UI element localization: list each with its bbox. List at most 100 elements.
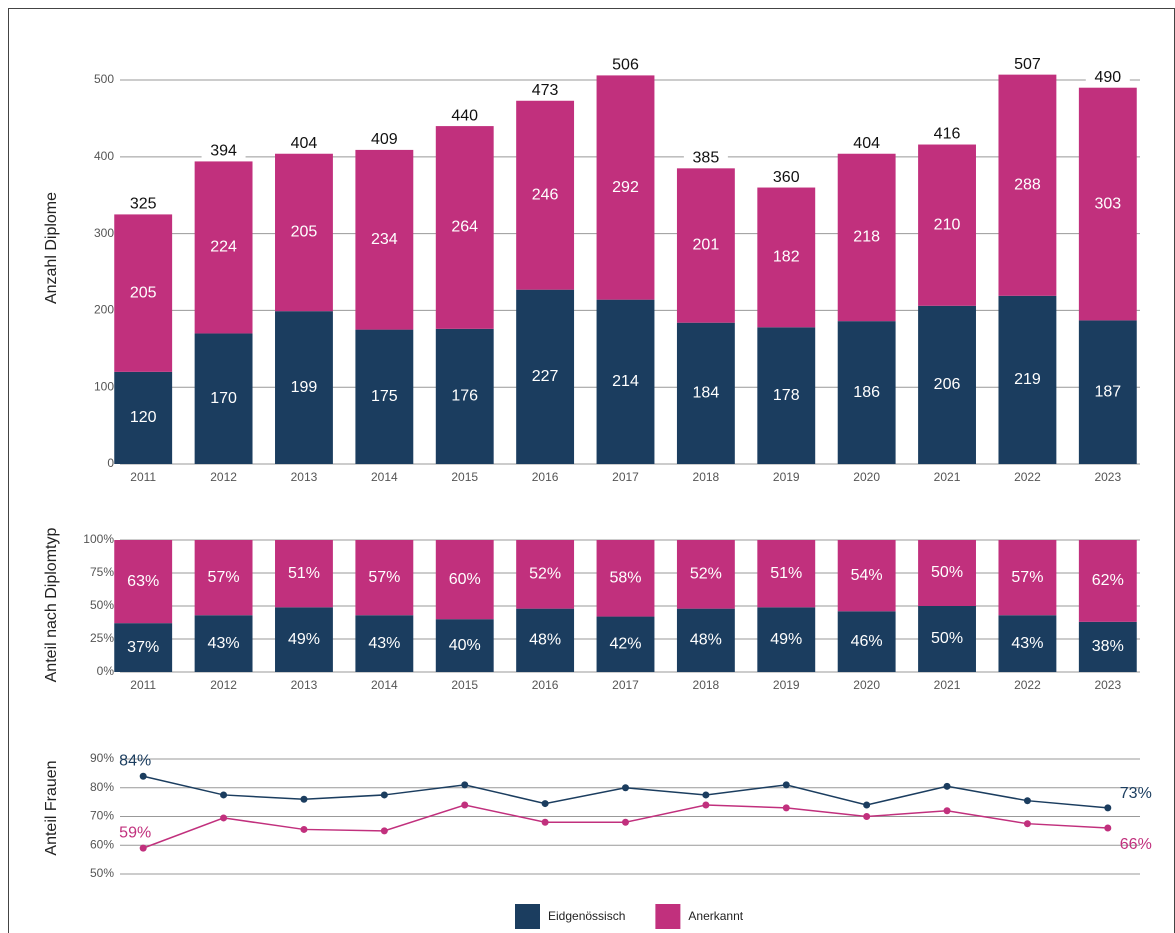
bar-segment [676, 540, 735, 609]
bar-segment [516, 608, 575, 672]
value-label: 264 [451, 219, 478, 236]
value-label: 170 [210, 390, 237, 407]
value-label: 303 [1094, 195, 1121, 212]
bar-segment [596, 75, 655, 300]
y-tick-label: 60% [90, 837, 114, 851]
value-label: 50% [931, 630, 963, 647]
value-label: 43% [208, 635, 240, 652]
x-tick-label: 2015 [451, 470, 478, 484]
value-label: 58% [609, 569, 641, 586]
bar-segment [837, 611, 896, 672]
y-tick-label: 75% [90, 565, 114, 579]
bar-segment [355, 615, 414, 672]
total-label: 506 [612, 57, 639, 74]
y-tick-label: 300 [94, 226, 114, 240]
x-tick-label: 2017 [612, 678, 639, 692]
x-tick-label: 2018 [693, 470, 720, 484]
bar-segment [998, 540, 1057, 616]
value-label: 40% [449, 637, 481, 654]
bar-segment [194, 333, 253, 464]
bar-segment [596, 540, 655, 617]
value-label: 52% [529, 566, 561, 583]
total-label: 360 [773, 169, 800, 186]
value-label: 224 [210, 239, 237, 256]
total-label-bg [764, 168, 809, 187]
value-label: 52% [690, 566, 722, 583]
total-label-bg [201, 142, 246, 161]
value-label: 37% [127, 639, 159, 656]
value-label: 210 [934, 216, 961, 233]
y-axis-label: Anteil nach Diplomtyp [43, 528, 60, 683]
bar-segment [114, 214, 173, 372]
value-label: 62% [1092, 572, 1124, 589]
point [139, 772, 147, 780]
point [863, 813, 871, 820]
value-label: 49% [288, 631, 320, 648]
x-tick-label: 2021 [934, 470, 961, 484]
legend-label: Anerkannt [688, 909, 743, 923]
x-tick-label: 2023 [1094, 678, 1121, 692]
value-label: 199 [291, 379, 318, 396]
y-tick-label: 50% [90, 598, 114, 612]
x-tick-label: 2011 [130, 470, 156, 484]
legend-label: Eidgenössisch [548, 909, 625, 923]
total-label-bg [523, 81, 568, 100]
bar-segment [516, 100, 575, 290]
y-axis-label: Anzahl Diplome [43, 192, 60, 304]
bar-segment [918, 606, 976, 672]
bar-segment [757, 187, 816, 328]
x-tick-label: 2022 [1014, 470, 1041, 484]
x-tick-label: 2013 [291, 678, 318, 692]
value-label: 57% [208, 569, 240, 586]
total-label-bg [603, 56, 648, 75]
point [461, 801, 469, 809]
value-label: 288 [1014, 176, 1041, 193]
value-label: 73% [1120, 785, 1152, 802]
bar-segment [1078, 320, 1137, 464]
total-label: 507 [1014, 56, 1041, 73]
legend-swatch [655, 904, 681, 929]
bar-segment [275, 311, 333, 464]
bar-segment [596, 299, 655, 464]
total-label: 416 [934, 126, 961, 143]
value-label: 66% [1120, 836, 1152, 853]
y-tick-label: 0 [107, 456, 114, 470]
bar-segment [355, 540, 414, 616]
bar-segment [676, 608, 735, 672]
value-label: 292 [612, 179, 639, 196]
bar-segment [757, 607, 816, 672]
point [782, 781, 790, 789]
point [1023, 797, 1031, 805]
value-label: 59% [119, 824, 151, 841]
value-label: 54% [851, 567, 883, 584]
value-label: 50% [931, 564, 963, 581]
x-tick-label: 2020 [853, 678, 880, 692]
value-label: 182 [773, 249, 800, 266]
y-tick-label: 500 [94, 72, 114, 86]
value-label: 43% [368, 635, 400, 652]
total-label-bg [683, 149, 728, 168]
value-label: 42% [609, 635, 641, 652]
y-tick-label: 100% [83, 532, 114, 546]
y-tick-label: 200 [94, 303, 114, 317]
bar-segment [275, 153, 333, 312]
x-tick-label: 2017 [612, 470, 639, 484]
value-label: 38% [1092, 638, 1124, 655]
line [142, 804, 1108, 849]
bar-segment [757, 327, 816, 464]
value-label: 219 [1014, 371, 1041, 388]
point [702, 801, 710, 809]
value-label: 218 [853, 229, 880, 246]
bar-segment [1078, 540, 1137, 622]
bar-segment [275, 540, 333, 608]
y-tick-label: 70% [90, 809, 114, 823]
bar-segment [998, 295, 1057, 464]
total-label: 404 [853, 135, 880, 152]
bar-segment [918, 144, 976, 306]
value-label: 214 [612, 373, 639, 390]
value-label: 63% [127, 573, 159, 590]
total-label: 325 [130, 196, 157, 213]
y-tick-label: 400 [94, 149, 114, 163]
bar-segment [596, 616, 655, 672]
